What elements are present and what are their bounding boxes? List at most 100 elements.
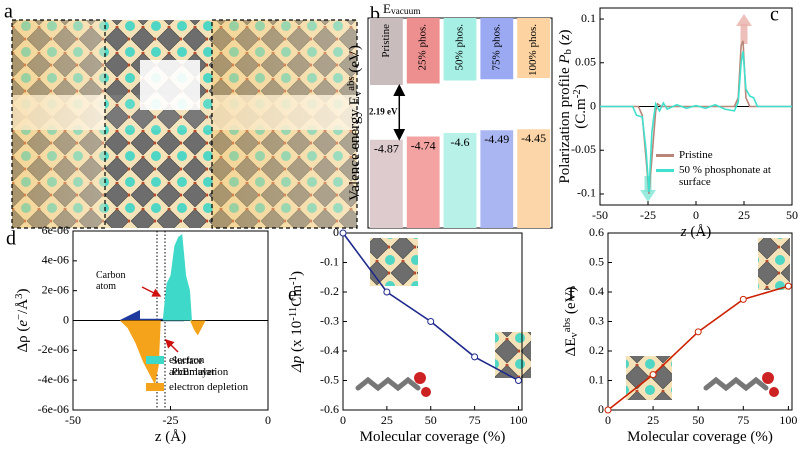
legend-swatch <box>656 169 674 172</box>
y-tick-label: 0.4 <box>589 284 604 298</box>
upper-band <box>370 18 403 85</box>
y-tick-label: 0.1 <box>581 11 596 25</box>
label-part: (Å) <box>687 224 712 240</box>
value-label: -4.45 <box>521 131 546 145</box>
point <box>694 328 702 336</box>
point <box>739 295 747 303</box>
legend-label: Pristine <box>679 149 713 161</box>
point <box>649 371 657 379</box>
line <box>600 51 792 193</box>
category-label: 75% phos. <box>490 24 502 71</box>
y-axis-label: Polarization profile Pb (z) <box>557 29 574 183</box>
label-part: abs <box>561 318 573 332</box>
x-axis-label: z (Å) <box>680 224 711 240</box>
value-label: -4.49 <box>484 132 509 146</box>
label-part: (eV) <box>563 287 579 318</box>
x-tick-label: 50 <box>425 413 437 427</box>
point <box>784 282 792 290</box>
y-axis-label: Δρ (e−/Å3) <box>13 288 31 352</box>
pointer-arrow <box>141 286 162 297</box>
annotation-line: atom <box>96 281 116 292</box>
y-tick-label: 2e-06 <box>42 282 69 296</box>
label-part: b <box>562 49 574 54</box>
x-tick-label: 25 <box>738 208 750 222</box>
upper-band <box>406 18 440 84</box>
y-tick-label: 0.1 <box>589 372 604 386</box>
label-part: P <box>557 54 573 64</box>
valence-band <box>517 129 550 228</box>
label-part: -1 <box>287 276 299 285</box>
y-tick-label: -2e-06 <box>38 342 69 356</box>
label-part: abs <box>345 76 357 90</box>
point <box>339 229 347 237</box>
point <box>604 406 612 414</box>
legend-item: electron accumulation <box>146 354 264 378</box>
valence-band <box>370 139 403 228</box>
label-part: Δρ ( <box>15 327 31 353</box>
highlight-arrow <box>640 190 656 202</box>
legend-box: Pristine 50 % phosphonate at surface <box>656 149 788 188</box>
y-tick-label: -0.3 <box>320 313 339 327</box>
legend-item: electron depletion <box>146 381 264 393</box>
label-part: -11 <box>287 307 299 321</box>
y-axis-label: ΔEvabs (eV) <box>561 287 580 357</box>
y-tick-label: -0.1 <box>320 254 339 268</box>
value-label: -4.6 <box>451 135 470 149</box>
legend-label: 50 % phosphonate at surface <box>679 164 771 188</box>
label-part: ) <box>573 84 589 89</box>
label-part: (C.m <box>573 98 589 129</box>
gap-label: 2.19 eV <box>369 106 398 116</box>
structure-image <box>11 19 358 229</box>
legend-swatch <box>656 154 674 157</box>
y-tick-label: -0.5 <box>320 372 339 386</box>
x-tick-label: 100 <box>779 413 797 427</box>
point <box>427 318 435 325</box>
panel-label: c <box>770 4 779 26</box>
x-axis-label: Molecular coverage (%) <box>627 429 773 445</box>
x-tick-label: -50 <box>592 208 608 222</box>
y-tick-label: 4e-06 <box>42 253 69 267</box>
label-part: ( <box>557 40 573 49</box>
y-tick-label: 0.05 <box>575 55 596 69</box>
point <box>383 288 391 296</box>
label-part: ) <box>557 29 573 34</box>
legend-swatch <box>146 383 164 391</box>
label-part: ΔE <box>563 338 579 357</box>
label-part: e <box>15 320 31 327</box>
annotation-line: PbBr layer <box>172 367 216 378</box>
panel-label: b <box>370 4 380 26</box>
y-tick-label: 0 <box>598 402 604 416</box>
y-tick-label: 0.5 <box>589 254 604 268</box>
label-part: /Å <box>15 299 31 314</box>
y-tick-label: 0 <box>63 312 69 326</box>
y-tick-label: -0.4 <box>320 343 339 357</box>
label-part: Cm <box>289 285 305 307</box>
vacuum-label: Evacuum <box>383 1 421 17</box>
x-tick-label: 0 <box>340 413 346 427</box>
y-tick-label: 6e-06 <box>42 223 69 237</box>
legend-label: electron accumulation <box>169 354 229 378</box>
y-tick-label: -0.05 <box>571 142 596 156</box>
highlight-arrow <box>736 14 752 26</box>
label-part: (x 10 <box>289 321 305 356</box>
annotation-line: Surface <box>172 356 203 367</box>
y-tick-label: 0.6 <box>589 225 604 239</box>
upper-band <box>480 18 514 80</box>
label-part: v <box>568 332 580 338</box>
label-part: Valence energy E <box>347 96 363 201</box>
y-tick-label: -4e-06 <box>38 372 69 386</box>
inset-structure <box>355 238 790 400</box>
y-tick-label: -6e-06 <box>38 402 69 416</box>
panel-label: f <box>568 284 575 306</box>
y-axis-label: Valence energy Evabs (eV) <box>345 45 364 201</box>
label-part: Δp <box>289 355 305 373</box>
x-tick-label: 25 <box>381 413 393 427</box>
upper-band <box>443 18 477 81</box>
point <box>471 353 479 361</box>
upper-band <box>517 18 550 78</box>
x-tick-label: 100 <box>509 413 527 427</box>
label-part: ) <box>15 288 31 293</box>
legend: electron accumulation electron depletion <box>146 354 264 393</box>
y-tick-label: 0 <box>590 98 596 112</box>
